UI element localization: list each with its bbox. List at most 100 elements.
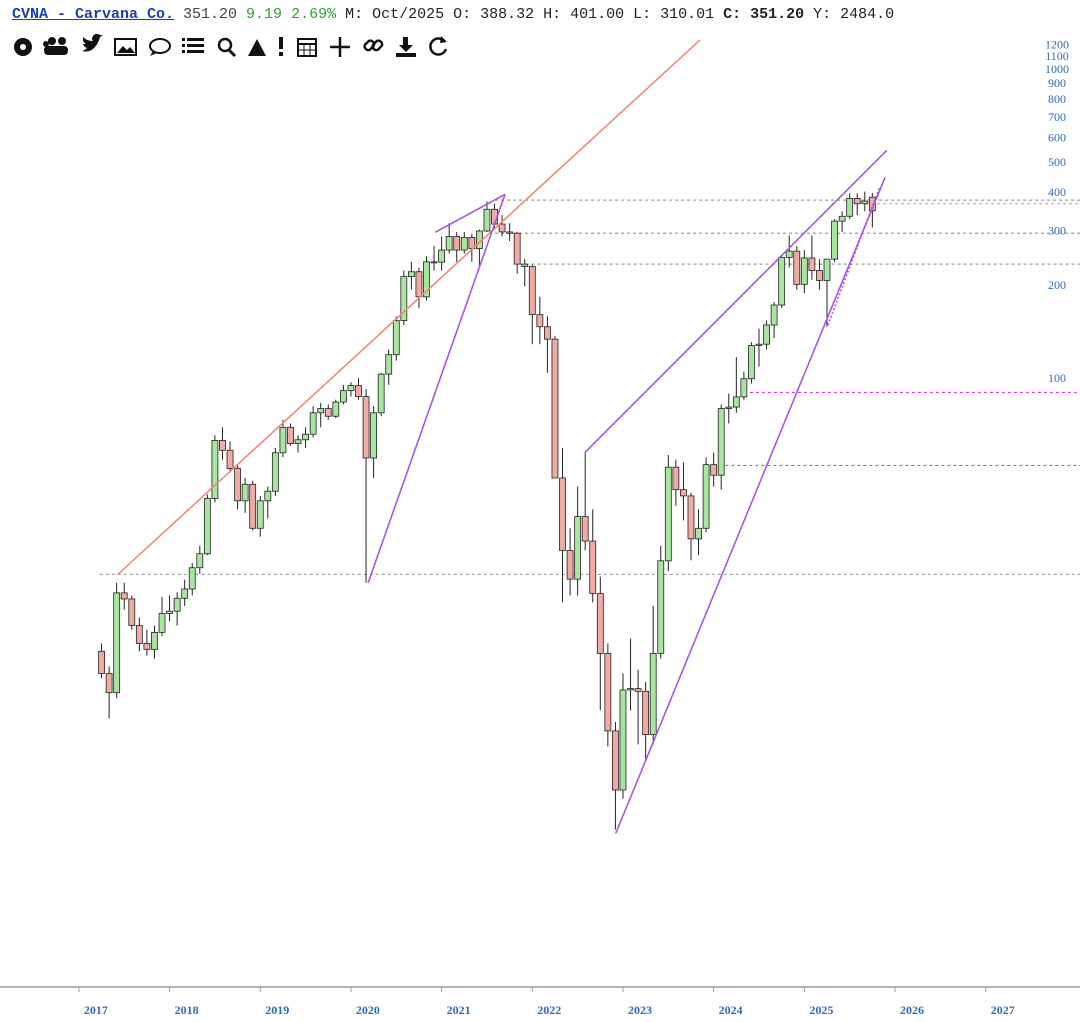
candle [748, 342, 755, 384]
candle-body [702, 464, 710, 529]
quote-header: CVNA - Carvana Co. 351.20 9.19 2.69% M: Oct/… [12, 6, 903, 23]
candle [664, 454, 672, 572]
candle [392, 316, 400, 361]
candle-body [287, 426, 294, 445]
candle [627, 638, 634, 711]
icon-alert[interactable] [279, 37, 283, 56]
candle [226, 441, 234, 473]
trend-line [584, 149, 888, 454]
candle-body [581, 516, 589, 542]
candle [649, 606, 657, 745]
candle [317, 402, 325, 428]
icon-link[interactable] [363, 39, 384, 52]
candle-body [649, 652, 657, 735]
icon-refresh[interactable] [429, 36, 448, 56]
candle-body [770, 304, 778, 326]
candle [166, 595, 173, 622]
icon-image[interactable] [114, 38, 137, 56]
icon-search[interactable] [217, 37, 237, 58]
candle-body [800, 257, 808, 285]
x-tick-label: 2020 [356, 1003, 380, 1017]
trend-line [614, 177, 886, 834]
change: 9.19 [246, 6, 283, 23]
candle-body [732, 396, 740, 408]
candle-body [596, 593, 604, 654]
icon-dashboard[interactable] [14, 38, 32, 56]
candle-body [695, 527, 702, 540]
icon-list[interactable] [182, 38, 204, 53]
candle [800, 250, 808, 294]
toolbar [14, 33, 448, 58]
candle [203, 494, 211, 556]
candle-body [430, 261, 438, 264]
candle-body [271, 452, 279, 492]
symbol-link[interactable]: CVNA - Carvana Co. [12, 6, 175, 23]
candle [604, 643, 612, 747]
candle-body [559, 477, 566, 551]
candle-body [831, 220, 838, 260]
candle [740, 371, 748, 400]
candle-body [317, 408, 325, 414]
candle-body [226, 449, 234, 469]
candle [188, 562, 196, 596]
candle [559, 448, 566, 603]
candle-body [302, 433, 309, 441]
candle [347, 382, 355, 397]
trend-line [117, 39, 701, 576]
icon-twitter[interactable] [82, 33, 103, 52]
candle-body [234, 468, 241, 502]
candle-body [619, 689, 627, 791]
candle-body [513, 232, 521, 265]
candle-body [627, 688, 634, 691]
candle [143, 629, 151, 656]
candle [385, 349, 393, 385]
candle-body [256, 500, 264, 529]
candle-body [778, 257, 786, 306]
icon-users[interactable] [43, 37, 68, 55]
trend-line [827, 187, 881, 326]
icon-move[interactable] [330, 37, 350, 57]
candle [672, 459, 680, 506]
candle-body [785, 250, 793, 258]
candle [687, 492, 695, 561]
candle [619, 673, 627, 799]
candle [324, 404, 332, 420]
candle [400, 270, 408, 325]
candle [211, 435, 219, 503]
candle [370, 406, 378, 478]
candle [264, 486, 272, 519]
icon-triangle[interactable] [248, 39, 266, 56]
candle-body [211, 439, 219, 499]
x-tick-label: 2018 [175, 1003, 199, 1017]
x-tick-label: 2022 [537, 1003, 561, 1017]
candle [816, 259, 823, 290]
icon-calendar[interactable] [297, 38, 317, 57]
candle [589, 509, 597, 603]
candle-body [868, 196, 876, 212]
candle [302, 427, 309, 449]
candle [755, 328, 763, 367]
y-tick-label: 500 [1048, 155, 1066, 169]
candle [234, 464, 241, 510]
icon-download[interactable] [396, 37, 416, 57]
candle [793, 246, 801, 290]
candle [838, 211, 846, 232]
candle-body [309, 412, 317, 435]
candle-body [151, 631, 158, 650]
change-pct: 2.69% [291, 6, 337, 23]
candle [566, 528, 574, 596]
y-tick-label: 100 [1048, 371, 1066, 385]
icon-comment[interactable] [149, 38, 171, 56]
candle-body [166, 610, 173, 614]
candle-body [544, 326, 551, 340]
candle-body [105, 672, 113, 694]
candle-body [324, 408, 332, 417]
candle-body [385, 354, 393, 375]
candle-body [181, 588, 189, 599]
candle-body [589, 540, 597, 594]
candle-body [574, 516, 582, 580]
candle-body [642, 690, 650, 735]
x-tick-label: 2026 [900, 1003, 924, 1017]
candle-body [332, 401, 340, 417]
candle-body [377, 373, 385, 414]
